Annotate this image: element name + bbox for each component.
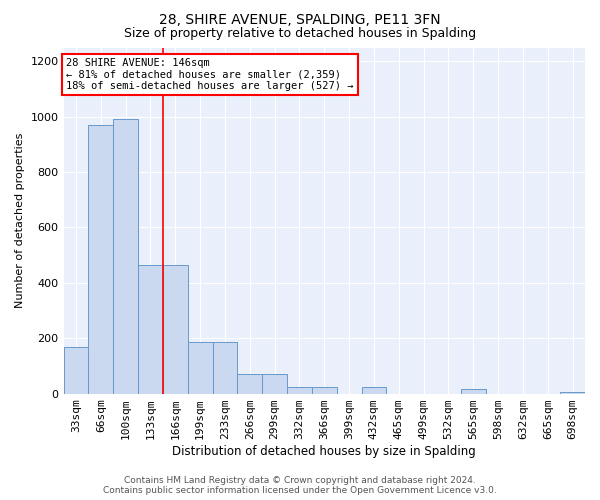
Bar <box>362 386 386 394</box>
Bar <box>88 125 113 394</box>
Text: 28, SHIRE AVENUE, SPALDING, PE11 3FN: 28, SHIRE AVENUE, SPALDING, PE11 3FN <box>159 12 441 26</box>
Bar <box>188 342 212 394</box>
Bar <box>64 346 88 394</box>
Bar <box>163 265 188 394</box>
Bar <box>312 386 337 394</box>
Text: Size of property relative to detached houses in Spalding: Size of property relative to detached ho… <box>124 28 476 40</box>
X-axis label: Distribution of detached houses by size in Spalding: Distribution of detached houses by size … <box>172 444 476 458</box>
Bar <box>238 374 262 394</box>
Bar <box>287 386 312 394</box>
Bar <box>461 390 485 394</box>
Bar <box>262 374 287 394</box>
Bar <box>113 120 138 394</box>
Text: Contains HM Land Registry data © Crown copyright and database right 2024.
Contai: Contains HM Land Registry data © Crown c… <box>103 476 497 495</box>
Y-axis label: Number of detached properties: Number of detached properties <box>15 133 25 308</box>
Text: 28 SHIRE AVENUE: 146sqm
← 81% of detached houses are smaller (2,359)
18% of semi: 28 SHIRE AVENUE: 146sqm ← 81% of detache… <box>66 58 353 91</box>
Bar <box>138 265 163 394</box>
Bar <box>212 342 238 394</box>
Bar <box>560 392 585 394</box>
